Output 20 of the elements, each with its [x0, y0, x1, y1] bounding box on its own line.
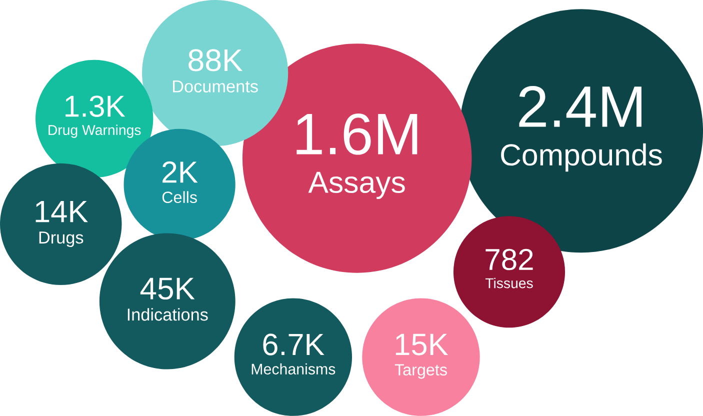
- data-label: 1.3K: [66, 96, 126, 118]
- data-label: 45K: [140, 278, 195, 300]
- data-label: 14K: [36, 201, 88, 222]
- category-label: Assays: [308, 172, 405, 200]
- data-label: 1.6M: [296, 114, 418, 155]
- data-label: 2K: [162, 161, 198, 183]
- category-label: Indications: [128, 308, 208, 321]
- category-label: Drug Warnings: [48, 124, 141, 138]
- data-label: 782: [486, 248, 533, 270]
- category-label: Documents: [173, 80, 258, 93]
- category-label: Targets: [394, 364, 447, 379]
- category-label: Mechanisms: [252, 363, 336, 375]
- category-label: Cells: [162, 191, 197, 204]
- data-label: 6.7K: [263, 334, 324, 356]
- category-label: Drugs: [39, 232, 84, 248]
- data-label: 2.4M: [519, 86, 642, 127]
- category-label: Tissues: [485, 278, 533, 288]
- data-label: 88K: [188, 49, 243, 72]
- data-label: 15K: [396, 334, 448, 356]
- category-label: Compounds: [501, 143, 662, 172]
